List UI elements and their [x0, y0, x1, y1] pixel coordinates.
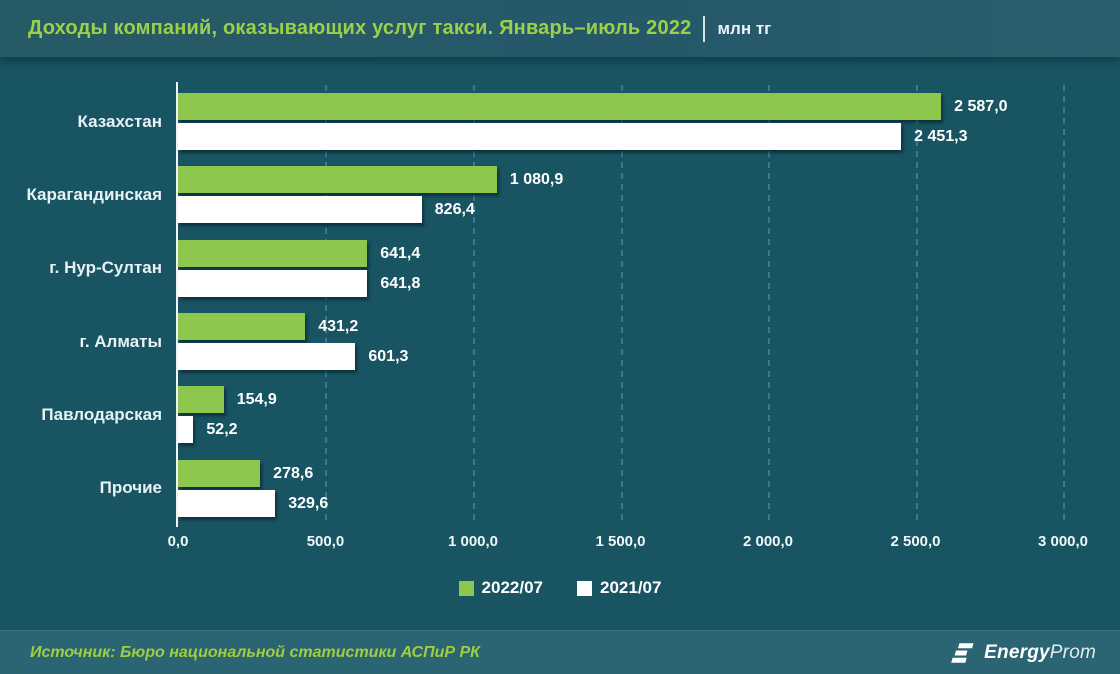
bar-group-3: 641,4 641,8 — [178, 232, 1063, 305]
logo-text-energy: Energy — [984, 641, 1050, 663]
category-label: г. Нур-Султан — [49, 258, 162, 278]
title-separator — [703, 15, 706, 42]
bar-line: 52,2 — [178, 416, 1063, 444]
y-axis-line — [176, 82, 178, 527]
energyprom-lightning-icon — [951, 642, 974, 663]
bar-2022/07 — [178, 459, 261, 487]
value-label: 641,8 — [380, 274, 421, 292]
units-label: млн тг — [717, 18, 772, 38]
gridline — [325, 85, 328, 525]
chart-area: Казахстан Карагандинская г. Нур-Султан г. А… — [0, 57, 1120, 630]
bar-group-5: 154,9 52,2 — [178, 378, 1063, 451]
legend-label: 2022/07 — [481, 578, 543, 597]
category-label: Павлодарская — [41, 404, 162, 424]
bar-line: 2 587,0 — [178, 93, 1063, 121]
bar-2021/07 — [178, 416, 194, 444]
bar-group-2: 1 080,9 826,4 — [178, 158, 1063, 231]
bar-line: 641,4 — [178, 239, 1063, 267]
category-label: Казахстан — [77, 111, 162, 131]
value-label: 826,4 — [434, 201, 475, 219]
x-tick-label: 2 000,0 — [742, 533, 794, 550]
bar-2022/07 — [178, 166, 497, 194]
legend-item-2021/07: 2021/07 — [577, 578, 661, 598]
value-label: 52,2 — [206, 421, 238, 439]
bar-2021/07 — [178, 123, 902, 151]
bar-rows: 2 587,0 2 451,3 1 080,9 826,4 641,4 641,8 431,… — [178, 85, 1063, 525]
bar-line: 601,3 — [178, 343, 1063, 371]
bar-group-6: 278,6 329,6 — [178, 452, 1063, 525]
bar-2021/07 — [178, 343, 356, 371]
bar-line: 154,9 — [178, 386, 1063, 414]
gridline — [767, 85, 770, 525]
value-label: 431,2 — [318, 318, 359, 336]
bar-2021/07 — [178, 196, 422, 224]
source-note: Источник: Бюро национальной статистики А… — [30, 643, 480, 661]
bar-2021/07 — [178, 489, 276, 517]
bar-2021/07 — [178, 269, 368, 297]
gridline — [1063, 85, 1065, 525]
x-tick-label: 1 500,0 — [595, 533, 646, 550]
header-bar: Доходы компаний, оказывающих услуг такси… — [0, 0, 1120, 57]
bar-2022/07 — [178, 313, 306, 341]
value-label: 278,6 — [273, 464, 314, 482]
bar-line: 431,2 — [178, 313, 1063, 341]
legend-swatch — [458, 580, 474, 596]
bar-line: 329,6 — [178, 489, 1063, 517]
value-label: 2 451,3 — [914, 128, 968, 146]
energyprom-logo: EnergyProm — [948, 640, 1096, 666]
category-axis: Казахстан Карагандинская г. Нур-Султан г. А… — [0, 85, 164, 525]
legend-item-2022/07: 2022/07 — [458, 578, 543, 598]
value-label: 2 587,0 — [954, 98, 1008, 116]
category-label: Карагандинская — [26, 184, 162, 204]
bar-group-4: 431,2 601,3 — [178, 305, 1063, 378]
bar-line: 641,8 — [178, 269, 1063, 297]
value-label: 601,3 — [368, 348, 409, 366]
gridline — [915, 85, 918, 525]
category-label: Прочие — [99, 478, 162, 498]
category-label: г. Алматы — [79, 331, 162, 351]
legend: 2022/07 2021/07 — [0, 578, 1120, 598]
gridline — [472, 85, 475, 525]
legend-label: 2021/07 — [600, 578, 662, 597]
plot-area: 2 587,0 2 451,3 1 080,9 826,4 641,4 641,8 431,… — [176, 82, 1065, 527]
value-label: 329,6 — [288, 494, 329, 512]
x-tick-label: 3 000,0 — [1037, 533, 1089, 550]
bar-group-1: 2 587,0 2 451,3 — [178, 85, 1063, 158]
x-tick-label: 1 000,0 — [447, 533, 499, 550]
value-label: 641,4 — [380, 244, 421, 262]
logo-text-prom: Prom — [1049, 641, 1096, 663]
gridline — [620, 85, 623, 525]
x-tick-label: 2 500,0 — [890, 533, 941, 550]
x-tick-label: 500,0 — [306, 533, 345, 550]
value-label: 154,9 — [236, 391, 277, 409]
bar-2022/07 — [178, 239, 368, 267]
bar-line: 1 080,9 — [178, 166, 1063, 194]
value-label: 1 080,9 — [509, 171, 564, 189]
footer-bar: Источник: Бюро национальной статистики А… — [0, 630, 1120, 674]
x-axis-ticks: 0,0 500,0 1 000,0 1 500,0 2 000,0 2 500,0 3 00… — [168, 533, 1088, 555]
x-tick-label: 0,0 — [167, 533, 189, 550]
bar-2022/07 — [178, 386, 224, 414]
bar-line: 2 451,3 — [178, 123, 1063, 151]
bar-line: 278,6 — [178, 459, 1063, 487]
page-title: Доходы компаний, оказывающих услуг такси… — [28, 17, 692, 39]
bar-line: 826,4 — [178, 196, 1063, 224]
bar-2022/07 — [178, 93, 942, 121]
legend-swatch — [577, 580, 592, 596]
energyprom-wordmark: EnergyProm — [984, 642, 1096, 664]
